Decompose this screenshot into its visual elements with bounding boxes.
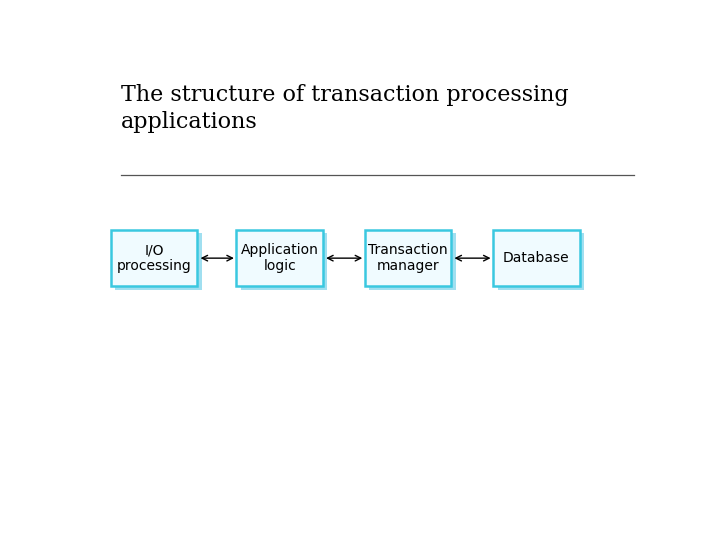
FancyBboxPatch shape xyxy=(498,233,584,289)
FancyBboxPatch shape xyxy=(493,230,580,286)
Text: The structure of transaction processing
applications: The structure of transaction processing … xyxy=(121,84,568,133)
FancyBboxPatch shape xyxy=(111,230,197,286)
Text: I/O
processing: I/O processing xyxy=(117,243,192,273)
FancyBboxPatch shape xyxy=(115,233,202,289)
FancyBboxPatch shape xyxy=(241,233,328,289)
FancyBboxPatch shape xyxy=(365,230,451,286)
Text: Transaction
manager: Transaction manager xyxy=(368,243,448,273)
FancyBboxPatch shape xyxy=(369,233,456,289)
Text: Application
logic: Application logic xyxy=(240,243,319,273)
Text: Database: Database xyxy=(503,251,570,265)
FancyBboxPatch shape xyxy=(236,230,323,286)
